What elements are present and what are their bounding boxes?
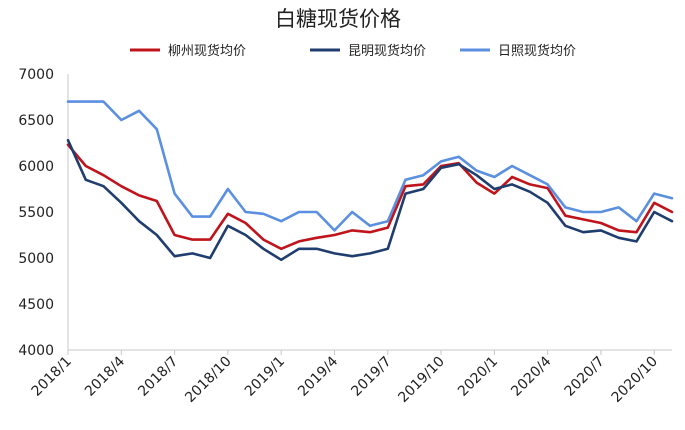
series-line-1 bbox=[66, 143, 674, 251]
x-tick-label: 2020/10 bbox=[609, 354, 661, 406]
y-tick-label: 4000 bbox=[18, 343, 54, 359]
y-tick-label: 6500 bbox=[18, 113, 54, 129]
legend: 柳州现货均价 昆明现货均价 日照现货均价 bbox=[130, 43, 576, 59]
legend-item-1: 柳州现货均价 bbox=[130, 43, 246, 59]
x-tick-label: 2020/4 bbox=[508, 353, 554, 399]
x-tick-label: 2019/10 bbox=[395, 354, 447, 406]
y-tick-label: 5500 bbox=[18, 205, 54, 221]
x-tick-label: 2019/4 bbox=[295, 353, 341, 399]
x-tick-label: 2020/1 bbox=[455, 354, 501, 400]
chart-title: 白糖现货价格 bbox=[275, 7, 401, 31]
legend-item-3: 日照现货均价 bbox=[460, 43, 576, 59]
x-tick-label: 2018/10 bbox=[182, 354, 234, 406]
x-tick-label: 2018/1 bbox=[29, 354, 75, 400]
y-tick-label: 7000 bbox=[18, 67, 54, 83]
y-axis: 4000 4500 5000 5500 6000 6500 7000 bbox=[18, 67, 69, 359]
x-axis: 2018/1 2018/4 2018/7 2018/10 2019/1 2019/4 201… bbox=[29, 349, 672, 406]
x-tick-label: 2018/7 bbox=[135, 354, 181, 400]
y-tick-label: 4500 bbox=[18, 297, 54, 313]
series-line-2 bbox=[66, 138, 674, 262]
legend-label: 柳州现货均价 bbox=[168, 43, 246, 59]
x-tick-label: 2019/7 bbox=[348, 354, 394, 400]
legend-item-2: 昆明现货均价 bbox=[310, 43, 426, 59]
y-tick-label: 5000 bbox=[18, 251, 54, 267]
legend-label: 日照现货均价 bbox=[498, 43, 576, 59]
x-tick-label: 2019/1 bbox=[242, 354, 288, 400]
plot-area bbox=[66, 100, 674, 262]
series-line-3 bbox=[66, 100, 674, 232]
y-tick-label: 6000 bbox=[18, 159, 54, 175]
x-tick-label: 2018/4 bbox=[82, 353, 128, 399]
legend-label: 昆明现货均价 bbox=[348, 43, 426, 59]
x-tick-label: 2020/7 bbox=[562, 354, 608, 400]
